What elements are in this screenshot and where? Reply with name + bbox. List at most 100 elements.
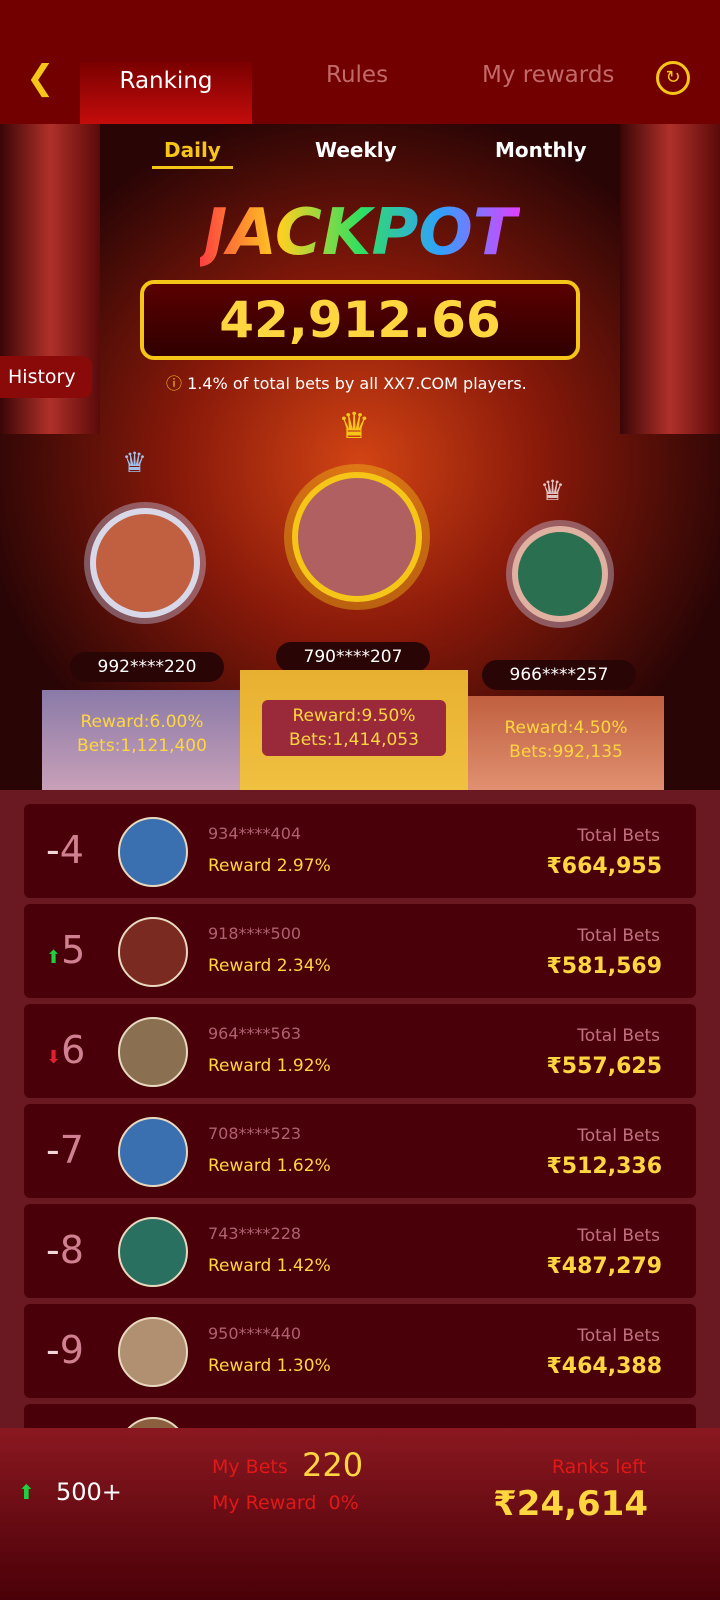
jackpot-logo: JACKPOT [200, 196, 520, 270]
podium-3: Reward:4.50% Bets:992,135 [468, 696, 664, 790]
jackpot-info-text: 1.4% of total bets by all XX7.COM player… [187, 374, 527, 393]
rank-number: -4 [46, 828, 126, 872]
tab-my-rewards[interactable]: My rewards [482, 62, 615, 88]
tab-ranking[interactable]: Ranking [80, 62, 252, 124]
rank-value: 6 [61, 1028, 86, 1072]
user-id: 964****563 [208, 1024, 302, 1043]
rank-number: ⬇6 [46, 1028, 126, 1072]
period-weekly[interactable]: Weekly [315, 138, 397, 162]
total-bets-value: ₹664,955 [546, 854, 662, 879]
user-id: 918****500 [208, 924, 302, 943]
info-icon: ⓘ [166, 374, 188, 393]
ranks-left-value: ₹24,614 [493, 1484, 648, 1524]
podium-bets-3: Bets:992,135 [509, 742, 623, 762]
rank-value: 5 [61, 928, 86, 972]
period-daily[interactable]: Daily [152, 138, 233, 169]
avatar [118, 817, 188, 887]
total-bets-value: ₹464,388 [546, 1354, 662, 1379]
rank-value: 7 [59, 1128, 84, 1172]
list-item[interactable]: -7 708****523 Reward 1.62% Total Bets ₹5… [24, 1104, 696, 1198]
list-item[interactable]: -9 950****440 Reward 1.30% Total Bets ₹4… [24, 1304, 696, 1398]
crown-2-icon: ♛ [122, 446, 148, 479]
no-change-icon: - [46, 1128, 60, 1172]
podium-id-2: 992****220 [70, 652, 224, 682]
refresh-icon[interactable]: ↻ [656, 61, 690, 95]
avatar-rank-3 [512, 526, 608, 622]
user-reward: Reward 1.42% [208, 1256, 331, 1276]
period-monthly[interactable]: Monthly [495, 138, 587, 162]
jackpot-amount: 42,912.66 [140, 280, 580, 360]
arrow-up-icon: ⬆ [46, 947, 62, 968]
avatar-rank-1 [292, 472, 422, 602]
rank-number: -7 [46, 1128, 126, 1172]
total-bets-value: ₹557,625 [546, 1054, 662, 1079]
ranking-list[interactable]: -4 934****404 Reward 2.97% Total Bets ₹6… [0, 790, 720, 1498]
total-bets-label: Total Bets [577, 1326, 660, 1346]
podium-reward-3: Reward:4.50% [504, 718, 628, 738]
total-bets-value: ₹581,569 [546, 954, 662, 979]
rank-number: ⬆5 [46, 928, 126, 972]
ranks-left-label: Ranks left [551, 1456, 646, 1478]
avatar-rank-2 [90, 508, 200, 618]
user-reward: Reward 1.30% [208, 1356, 331, 1376]
back-icon[interactable]: ❮ [26, 58, 55, 98]
no-change-icon: - [46, 1228, 60, 1272]
user-id: 934****404 [208, 824, 302, 843]
rank-value: 4 [59, 828, 84, 872]
avatar [118, 917, 188, 987]
rank-number: -9 [46, 1328, 126, 1372]
podium-reward-2: Reward:6.00% [80, 712, 204, 732]
rank-value: 9 [59, 1328, 84, 1372]
no-change-icon: - [46, 1328, 60, 1372]
my-bets-value: 220 [302, 1446, 364, 1484]
crown-3-icon: ♛ [540, 474, 566, 507]
avatar [118, 1317, 188, 1387]
total-bets-label: Total Bets [577, 1226, 660, 1246]
user-reward: Reward 2.34% [208, 956, 331, 976]
avatar [118, 1217, 188, 1287]
list-item[interactable]: ⬇6 964****563 Reward 1.92% Total Bets ₹5… [24, 1004, 696, 1098]
rank-value: 8 [59, 1228, 84, 1272]
arrow-up-icon: ⬆ [18, 1480, 35, 1504]
total-bets-label: Total Bets [577, 826, 660, 846]
user-reward: Reward 1.62% [208, 1156, 331, 1176]
podium-bets-2: Bets:1,121,400 [77, 736, 207, 756]
header: ❮ Ranking Rules My rewards ↻ [0, 0, 720, 124]
total-bets-value: ₹512,336 [546, 1154, 662, 1179]
my-rank: 500+ [56, 1478, 122, 1506]
podium-1: Reward:9.50% Bets:1,414,053 [240, 670, 468, 790]
avatar [118, 1117, 188, 1187]
total-bets-label: Total Bets [577, 1126, 660, 1146]
my-reward: My Reward 0% [212, 1492, 359, 1514]
user-id: 708****523 [208, 1124, 302, 1143]
user-id: 950****440 [208, 1324, 302, 1343]
list-item[interactable]: ⬆5 918****500 Reward 2.34% Total Bets ₹5… [24, 904, 696, 998]
total-bets-label: Total Bets [577, 926, 660, 946]
tab-rules[interactable]: Rules [326, 62, 389, 88]
total-bets-label: Total Bets [577, 1026, 660, 1046]
podium-reward-1: Reward:9.50% [292, 706, 416, 726]
my-rank-bar: ⬆ 500+ My Bets 220 My Reward 0% Ranks le… [0, 1428, 720, 1600]
total-bets-value: ₹487,279 [546, 1254, 662, 1279]
jackpot-stage: Daily Weekly Monthly JACKPOT 42,912.66 ⓘ… [0, 124, 720, 804]
jackpot-info: ⓘ 1.4% of total bets by all XX7.COM play… [166, 370, 527, 394]
rank-number: -8 [46, 1228, 126, 1272]
my-reward-value: 0% [328, 1492, 359, 1514]
avatar [118, 1017, 188, 1087]
crown-1-icon: ♛ [338, 406, 371, 447]
list-item[interactable]: -8 743****228 Reward 1.42% Total Bets ₹4… [24, 1204, 696, 1298]
user-reward: Reward 1.92% [208, 1056, 331, 1076]
podium-bets-1: Bets:1,414,053 [289, 730, 419, 750]
user-reward: Reward 2.97% [208, 856, 331, 876]
no-change-icon: - [46, 828, 60, 872]
list-item[interactable]: -4 934****404 Reward 2.97% Total Bets ₹6… [24, 804, 696, 898]
history-button[interactable]: History [0, 356, 92, 398]
my-bets-label: My Bets [212, 1456, 288, 1478]
arrow-down-icon: ⬇ [46, 1047, 62, 1068]
my-reward-label: My Reward [212, 1492, 317, 1514]
user-id: 743****228 [208, 1224, 302, 1243]
podium-2: Reward:6.00% Bets:1,121,400 [42, 690, 242, 790]
curtain-right [620, 124, 720, 434]
podium-id-3: 966****257 [482, 660, 636, 690]
podium-id-1: 790****207 [276, 642, 430, 672]
